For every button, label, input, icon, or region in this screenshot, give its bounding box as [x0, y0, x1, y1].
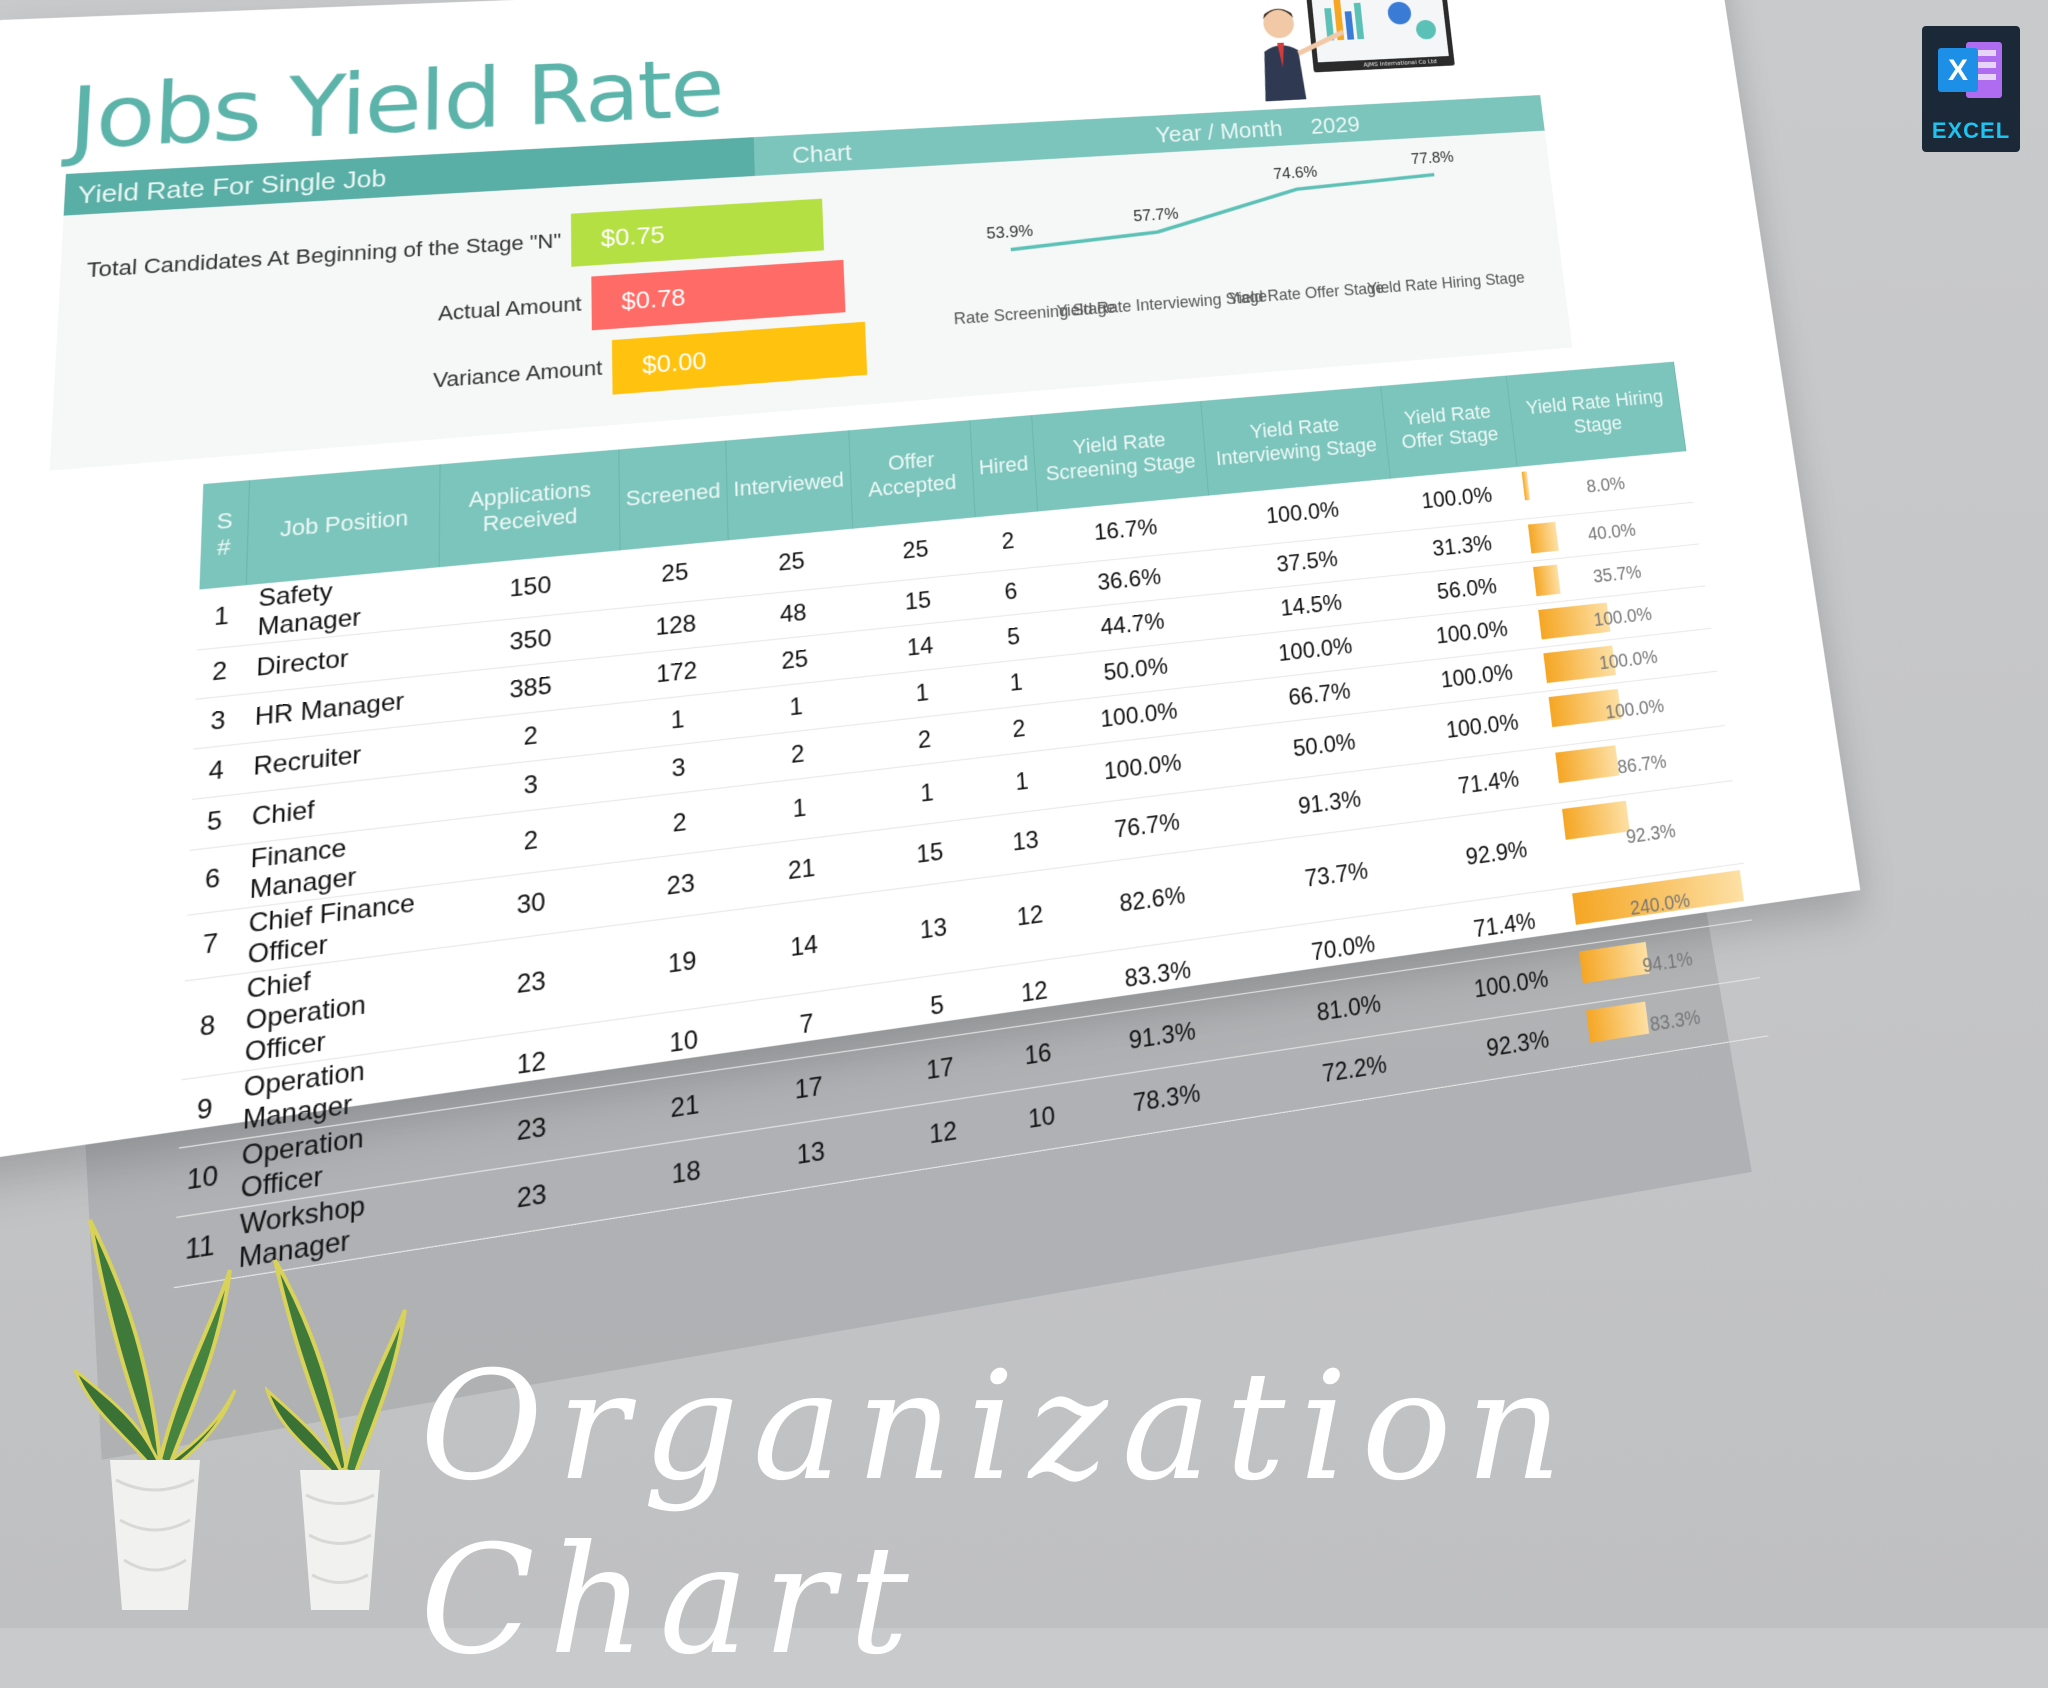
cell-hired[interactable]: 1	[983, 656, 1050, 710]
data-bar-fill	[1561, 800, 1631, 840]
col-header-screened[interactable]: Screened	[618, 440, 729, 551]
summary-label: Total Candidates At Beginning of the Sta…	[86, 228, 562, 283]
cell-sn[interactable]: 10	[176, 1140, 229, 1218]
col-header-yield-hiring[interactable]: Yield Rate Hiring Stage	[1506, 361, 1686, 467]
cell-hired[interactable]: 12	[994, 867, 1066, 967]
year-value[interactable]: 2029	[1309, 111, 1361, 139]
cell-sn[interactable]: 7	[184, 909, 236, 981]
cell-hired[interactable]: 1	[988, 749, 1056, 816]
col-header-position[interactable]: Job Position	[245, 464, 441, 586]
yield-rate-line-chart: 53.9%Yield Rate Screening Stage57.7%Yiel…	[942, 148, 1526, 331]
chart-data-label: 57.7%	[1133, 204, 1180, 224]
excel-badge: X EXCEL	[1922, 26, 2020, 152]
summary-label: Variance Amount	[432, 355, 603, 393]
table-body: 1 Safety Manager 150 25 25 25 2 16.7% 100.0% 100.…	[173, 451, 1768, 1288]
data-bar-fill	[1585, 1001, 1650, 1043]
cell-sn[interactable]: 6	[187, 844, 238, 916]
excel-icon: X	[1938, 42, 2002, 98]
cell-hired[interactable]: 10	[1006, 1081, 1077, 1156]
chart-category-label: Yield Rate Offer Stage	[1228, 279, 1385, 308]
cell-hired[interactable]: 2	[975, 511, 1041, 573]
cell-hired[interactable]: 16	[1003, 1019, 1073, 1092]
cell-screened[interactable]: 19	[624, 909, 740, 1019]
data-bar-fill	[1532, 564, 1561, 597]
plant-right-image	[265, 1259, 407, 1610]
chart-data-label: 74.6%	[1273, 162, 1319, 182]
chart-category-label: Yield Rate Hiring Stage	[1366, 269, 1525, 298]
presenter-caption: AJMS International Co Ltd	[1363, 58, 1437, 68]
cell-sn[interactable]: 4	[191, 743, 241, 800]
spreadsheet-mockup: Jobs Yield Rate AJMS International Co Lt…	[49, 0, 1768, 1288]
perspective-wrapper: Jobs Yield Rate AJMS International Co Lt…	[0, 0, 2048, 1288]
cell-hired[interactable]: 2	[985, 702, 1053, 757]
cell-hired[interactable]: 5	[980, 611, 1047, 664]
col-header-offer[interactable]: Offer Accepted	[848, 420, 976, 529]
summary-label: Actual Amount	[437, 291, 582, 326]
summary-value-total: $0.75	[570, 198, 825, 267]
yield-rate-table: S # Job Position Applications Received S…	[173, 361, 1769, 1289]
data-bar-label: 83.3%	[1648, 1006, 1702, 1037]
chart-series-line	[1008, 175, 1440, 250]
summary-value-actual: $0.78	[591, 259, 846, 331]
data-bar-label: 92.3%	[1624, 820, 1677, 849]
excel-caption: EXCEL	[1931, 118, 2011, 143]
col-header-yield-interviewing[interactable]: Yield Rate Interviewing Stage	[1200, 386, 1391, 496]
data-bar-label: 40.0%	[1586, 520, 1637, 545]
data-bar-fill	[1578, 941, 1650, 984]
year-month-label: Year / Month	[1154, 115, 1284, 148]
cell-sn[interactable]: 5	[189, 794, 240, 851]
excel-letter: X	[1948, 54, 1968, 87]
chart-label: Chart	[791, 138, 853, 169]
presenter-illustration: AJMS International Co Ltd	[1260, 0, 1455, 102]
data-bar-fill	[1521, 471, 1531, 501]
plant-left-image	[73, 1219, 237, 1610]
chart-data-label: 77.8%	[1410, 148, 1455, 167]
data-bar-fill	[1554, 745, 1620, 784]
col-header-yield-screening[interactable]: Yield Rate Screening Stage	[1031, 401, 1209, 512]
cell-sn[interactable]: 1	[197, 585, 246, 651]
cell-sn[interactable]: 8	[181, 974, 234, 1080]
cell-hired[interactable]: 6	[978, 566, 1044, 619]
data-bar-label: 86.7%	[1616, 751, 1668, 779]
cell-sn[interactable]: 9	[178, 1072, 231, 1149]
chart-data-label: 53.9%	[986, 221, 1034, 242]
col-header-hired[interactable]: Hired	[970, 415, 1038, 518]
cell-hired[interactable]: 12	[999, 957, 1069, 1029]
summary-panel: Total Candidates At Beginning of the Sta…	[49, 130, 1573, 471]
col-header-interviewed[interactable]: Interviewed	[725, 430, 853, 541]
data-bar-fill	[1527, 521, 1559, 554]
data-bar-label: 94.1%	[1641, 948, 1694, 978]
footer-script-title: Organization Chart	[420, 1340, 1577, 1688]
col-header-yield-offer[interactable]: Yield Rate Offer Stage	[1380, 375, 1518, 479]
cell-sn[interactable]: 3	[193, 694, 243, 750]
data-bar-label: 8.0%	[1585, 473, 1627, 497]
col-header-sn[interactable]: S #	[199, 480, 250, 590]
summary-value-variance: $0.00	[611, 321, 868, 395]
col-header-applications[interactable]: Applications Received	[439, 449, 620, 568]
cell-sn[interactable]: 2	[195, 645, 244, 700]
data-bar-label: 35.7%	[1592, 562, 1643, 588]
cell-hired[interactable]: 13	[991, 808, 1060, 877]
